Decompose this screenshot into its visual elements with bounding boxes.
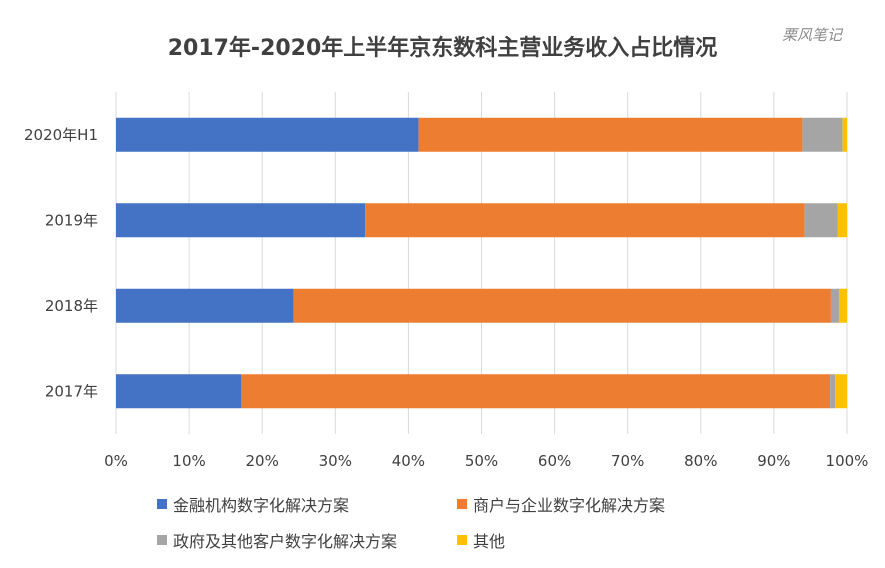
legend-swatch [457, 535, 467, 545]
bar-segment [116, 288, 294, 323]
x-tick-label: 60% [538, 452, 571, 470]
legend-item: 金融机构数字化解决方案 [157, 492, 349, 516]
bar-segment [835, 374, 847, 409]
bar-segment [837, 203, 847, 238]
bar-segment [365, 203, 805, 238]
x-tick-label: 30% [319, 452, 352, 470]
legend-item: 政府及其他客户数字化解决方案 [157, 528, 397, 552]
bars [116, 117, 847, 409]
legend-item: 其他 [457, 528, 505, 552]
x-axis-labels: 0% 10% 20% 30% 40% 50% 60% 70% 80% 90% 100% [104, 452, 868, 470]
x-tick-label: 100% [826, 452, 869, 470]
bar-segment [116, 374, 242, 409]
x-tick-label: 20% [246, 452, 279, 470]
bar-segment [241, 374, 831, 409]
y-category-label: 2017年 [45, 382, 98, 400]
legend-label: 政府及其他客户数字化解决方案 [173, 532, 398, 551]
legend-swatch [157, 535, 167, 545]
x-tick-label: 10% [172, 452, 205, 470]
bar-segment [418, 117, 803, 152]
bar-segment [116, 203, 366, 238]
watermark: 栗风笔记 [782, 26, 843, 44]
bar-segment [802, 117, 843, 152]
bar-segment [116, 117, 419, 152]
y-axis-labels: 2020年H1 2019年 2018年 2017年 [24, 126, 98, 401]
legend-swatch [157, 499, 167, 509]
bar-segment [842, 117, 847, 152]
y-category-label: 2020年H1 [24, 126, 98, 144]
bar-segment [838, 288, 847, 323]
x-tick-label: 0% [104, 452, 128, 470]
x-tick-label: 40% [392, 452, 425, 470]
legend-item: 商户与企业数字化解决方案 [457, 492, 665, 516]
x-tick-label: 50% [465, 452, 498, 470]
bar-segment [830, 374, 836, 409]
y-category-label: 2018年 [45, 297, 98, 315]
legend: 金融机构数字化解决方案 商户与企业数字化解决方案政府及其他客户数字化解决方案 其他 [0, 480, 885, 560]
stacked-bar-chart: 2020年H1 2019年 2018年 2017年 0% 10% 20% 30% 40% 50%… [24, 92, 868, 470]
bar-segment [293, 288, 831, 323]
x-tick-label: 70% [611, 452, 644, 470]
legend-label: 商户与企业数字化解决方案 [473, 496, 666, 515]
x-tick-label: 80% [684, 452, 717, 470]
y-category-label: 2019年 [45, 211, 98, 229]
bar-segment [830, 288, 839, 323]
legend-label: 金融机构数字化解决方案 [173, 496, 350, 515]
x-tick-label: 90% [757, 452, 790, 470]
legend-label: 其他 [473, 532, 506, 551]
legend-swatch [457, 499, 467, 509]
chart-title: 2017年-2020年上半年京东数科主营业务收入占比情况 [167, 36, 718, 61]
bar-segment [804, 203, 838, 238]
